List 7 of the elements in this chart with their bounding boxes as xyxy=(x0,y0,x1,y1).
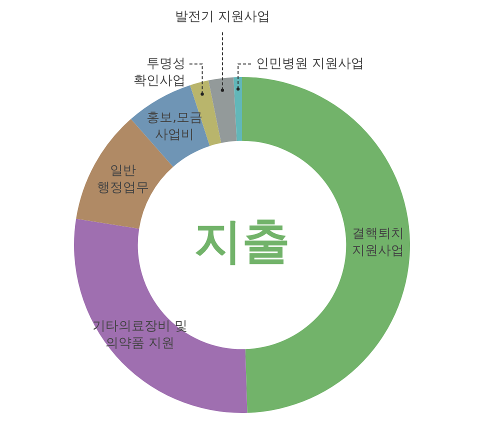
slice-label: 투명성 확인사업 xyxy=(133,56,186,88)
slice-label: 결핵퇴치 지원사업 xyxy=(352,226,404,259)
slice-label: 홍보,모금 사업비 xyxy=(146,110,203,143)
slice-label: 인민병원 지원사업 xyxy=(256,56,364,72)
text: 지출 xyxy=(194,213,290,270)
slice-label: 발전기 지원사업 xyxy=(174,9,270,24)
slice-label: 일반 행정업무 xyxy=(96,163,149,196)
